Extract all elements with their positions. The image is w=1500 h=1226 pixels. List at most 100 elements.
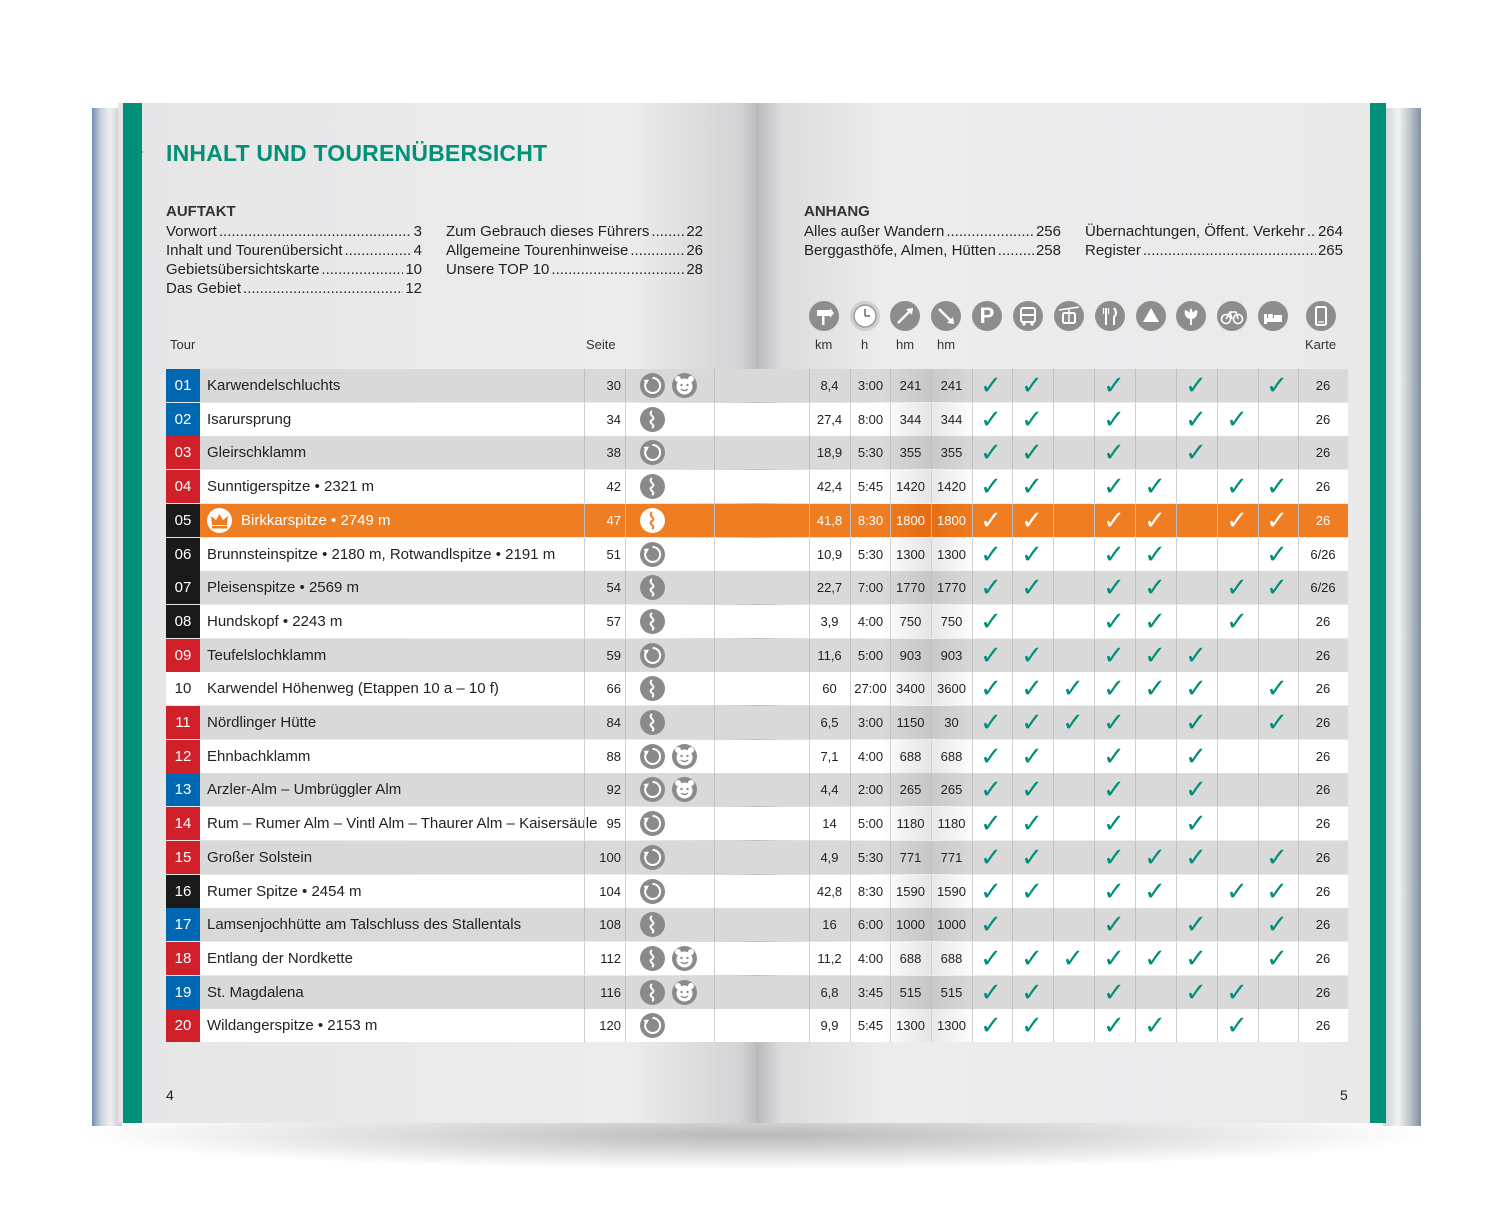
tour-name[interactable]: Rumer Spitze • 2454 m (207, 882, 362, 900)
table-row[interactable]: 02 Isarursprung 34 27,4 8:00 344 344 ✓ ✓ ✓ ✓ ✓ 26 (166, 402, 1348, 436)
toc-entry[interactable]: Register 265 (1085, 241, 1343, 260)
table-row[interactable]: 03 Gleirschklamm 38 18,9 5:30 355 355 ✓ ✓ ✓ ✓ 26 (166, 436, 1348, 470)
tour-name[interactable]: St. Magdalena (207, 983, 304, 1001)
checkmark-icon: ✓ (1144, 572, 1166, 603)
table-row[interactable]: 13 Arzler-Alm – Umbrüggler Alm 92 4,4 2:00 26… (166, 773, 1348, 807)
tour-name[interactable]: Rum – Rumer Alm – Vintl Alm – Thaurer Al… (207, 815, 598, 833)
column-divider (931, 638, 932, 672)
tour-number-badge: 04 (166, 470, 200, 504)
tour-hm-down: 688 (940, 950, 963, 966)
toc-leader-dots (551, 260, 684, 279)
checkmark-icon: ✓ (1266, 841, 1288, 872)
toc-entry-label: Alles außer Wandern (804, 223, 945, 240)
column-divider (809, 571, 810, 605)
page-number-left: 4 (166, 1087, 174, 1103)
column-divider (1053, 840, 1054, 874)
column-divider (1217, 941, 1218, 975)
tour-name[interactable]: Teufelslochklamm (207, 646, 327, 664)
toc-entry[interactable]: Gebietsübersichtskarte 10 (166, 260, 422, 279)
tour-name[interactable]: Lamsenjochhütte am Talschluss des Stalle… (207, 916, 522, 934)
tour-page: 92 (606, 782, 621, 798)
tour-name[interactable]: Brunnsteinspitze • 2180 m, Rotwandlspitz… (207, 545, 556, 563)
toc-entry[interactable]: Berggasthöfe, Almen, Hütten 258 (804, 241, 1061, 260)
column-divider (1094, 975, 1095, 1009)
tour-hm-down: 241 (940, 378, 963, 393)
tour-hm-down: 771 (940, 849, 963, 865)
table-row[interactable]: 18 Entlang der Nordkette 112 11,2 4:00 688 688… (166, 941, 1348, 975)
tour-number-badge: 17 (166, 908, 200, 942)
column-divider (584, 638, 585, 672)
column-divider (809, 638, 810, 672)
toc-entry[interactable]: Übernachtungen, Öffent. Verkehr 264 (1085, 222, 1343, 241)
table-row[interactable]: 06 Brunnsteinspitze • 2180 m, Rotwandlspi… (166, 537, 1348, 571)
table-row[interactable]: 09 Teufelslochklamm 59 11,6 5:00 903 903 ✓ ✓ ✓ ✓ ✓ 2… (166, 638, 1348, 672)
table-row[interactable]: 16 Rumer Spitze • 2454 m 104 42,8 8:30 1590 15… (166, 874, 1348, 908)
tour-page: 38 (606, 445, 621, 461)
column-divider (1298, 503, 1299, 537)
tour-name[interactable]: Nördlinger Hütte (207, 714, 317, 731)
tour-name[interactable]: Entlang der Nordkette (207, 949, 353, 967)
tour-h: 2:00 (857, 782, 884, 798)
column-divider (1012, 739, 1013, 773)
cable-car-icon (1054, 301, 1084, 331)
tour-h: 5:30 (857, 849, 884, 865)
toc-leader-dots (946, 222, 1034, 241)
toc-entry[interactable]: Alles außer Wandern 256 (804, 222, 1061, 241)
toc-entry[interactable]: Inhalt und Tourenübersicht 4 (166, 241, 422, 260)
tour-km: 22,7 (816, 580, 843, 596)
page-gutter-shade (881, 908, 976, 942)
column-divider (625, 706, 626, 739)
auftakt-heading: AUFTAKT (166, 203, 236, 220)
table-row[interactable]: 01 Karwendelschluchts 30 8,4 3:00 241 241 ✓ ✓ ✓ ✓ ✓… (166, 369, 1348, 402)
column-divider (1176, 672, 1177, 706)
column-divider (584, 503, 585, 537)
table-row[interactable]: 17 Lamsenjochhütte am Talschluss des Stal… (166, 908, 1348, 942)
toc-entry[interactable]: Unsere TOP 10 28 (446, 260, 703, 279)
tour-name[interactable]: Wildangerspitze • 2153 m (207, 1017, 378, 1035)
one-way-tour-icon (640, 979, 665, 1005)
ascent-icon (890, 301, 920, 331)
column-divider (1298, 369, 1299, 402)
tour-name[interactable]: Sunntigerspitze • 2321 m (207, 478, 375, 496)
tour-name[interactable]: Arzler-Alm – Umbrüggler Alm (207, 781, 402, 799)
family-friendly-icon (672, 945, 697, 971)
table-row[interactable]: 11 Nördlinger Hütte 84 6,5 3:00 1150 30 ✓ ✓ ✓ ✓ ✓ ✓ 2… (166, 706, 1348, 739)
tour-name[interactable]: Ehnbachklamm (207, 747, 311, 765)
tour-name[interactable]: Isarursprung (207, 410, 292, 428)
tour-name[interactable]: Pleisenspitze • 2569 m (207, 579, 359, 597)
tour-name[interactable]: Gleirschklamm (207, 444, 307, 462)
page-gutter-shade (881, 604, 976, 638)
column-divider (1176, 706, 1177, 739)
checkmark-icon: ✓ (1103, 875, 1125, 906)
table-row[interactable]: 20 Wildangerspitze • 2153 m 120 9,9 5:45 1300… (166, 1009, 1348, 1043)
column-divider (714, 470, 715, 504)
table-row[interactable]: 15 Großer Solstein 100 4,9 5:30 771 771 ✓ ✓ ✓ ✓ ✓ ✓ 2… (166, 840, 1348, 874)
checkmark-icon: ✓ (1144, 504, 1166, 535)
checkmark-icon: ✓ (1103, 471, 1125, 502)
toc-entry[interactable]: Zum Gebrauch dieses Führers 22 (446, 222, 703, 241)
toc-entry[interactable]: Allgemeine Tourenhinweise 26 (446, 241, 703, 260)
checkmark-icon: ✓ (980, 909, 1002, 940)
table-row[interactable]: 10 Karwendel Höhenweg (Etappen 10 a – 10 … (166, 672, 1348, 706)
tour-name[interactable]: Birkkarspitze • 2749 m (241, 511, 391, 529)
column-divider (1135, 874, 1136, 908)
table-row[interactable]: 19 St. Magdalena 116 6,8 3:45 515 515 ✓ ✓ ✓ ✓ ✓ 26 (166, 975, 1348, 1009)
checkmark-icon: ✓ (1266, 471, 1288, 502)
toc-entry[interactable]: Vorwort 3 (166, 222, 422, 241)
map-icon (1306, 301, 1336, 331)
table-row[interactable]: 04 Sunntigerspitze • 2321 m 42 42,4 5:45 1420… (166, 470, 1348, 504)
column-divider (1053, 975, 1054, 1009)
tour-name[interactable]: Hundskopf • 2243 m (207, 612, 343, 630)
table-row[interactable]: 14 Rum – Rumer Alm – Vintl Alm – Thaurer … (166, 807, 1348, 841)
column-divider (584, 941, 585, 975)
tour-name[interactable]: Großer Solstein (207, 848, 313, 866)
table-row[interactable]: 12 Ehnbachklamm 88 7,1 4:00 688 688 ✓ ✓ ✓ ✓ 26 (166, 739, 1348, 773)
table-row[interactable]: 05 Birkkarspitze • 2749 m 47 41,8 8:30 1800 18… (166, 503, 1348, 537)
toc-entry[interactable]: Das Gebiet 12 (166, 279, 422, 298)
table-row[interactable]: 08 Hundskopf • 2243 m 57 3,9 4:00 750 750 ✓ ✓ ✓ ✓ 2… (166, 604, 1348, 638)
tour-name[interactable]: Karwendelschluchts (207, 377, 341, 394)
column-divider (1258, 604, 1259, 638)
tour-name[interactable]: Karwendel Höhenweg (Etappen 10 a – 10 f) (207, 680, 499, 698)
tour-hm-up: 241 (899, 378, 922, 393)
table-row[interactable]: 07 Pleisenspitze • 2569 m 54 22,7 7:00 1770 17… (166, 571, 1348, 605)
